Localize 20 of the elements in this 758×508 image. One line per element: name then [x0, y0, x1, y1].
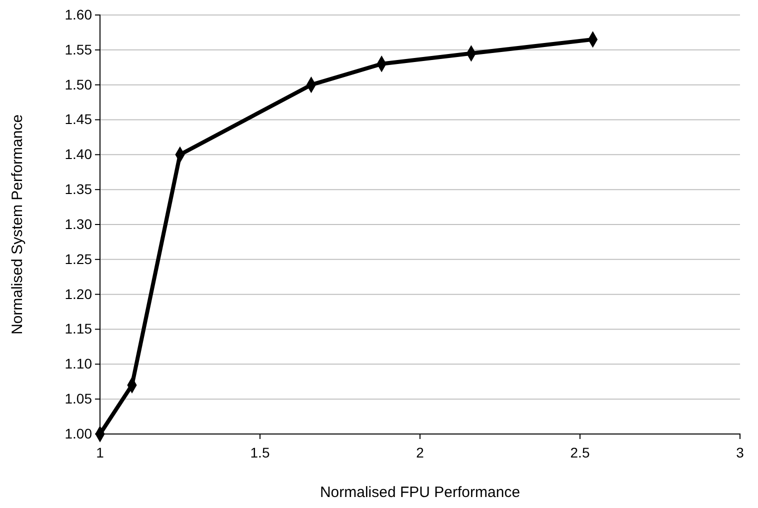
x-tick-label: 1	[96, 444, 104, 460]
y-tick-label: 1.35	[64, 181, 92, 198]
x-tick-label: 2	[416, 444, 424, 460]
y-tick-label: 1.50	[64, 76, 92, 92]
y-axis-title: Normalised System Performance	[9, 114, 26, 335]
y-tick-label: 1.30	[64, 216, 92, 232]
y-tick-label: 1.00	[64, 425, 92, 442]
y-tick-label: 1.60	[64, 6, 92, 22]
y-tick-label: 1.25	[64, 250, 92, 267]
y-tick-label: 1.20	[64, 286, 92, 302]
y-tick-label: 1.55	[64, 41, 92, 58]
y-tick-label: 1.40	[64, 146, 92, 162]
y-tick-label: 1.45	[64, 111, 92, 128]
x-tick-label: 1.5	[250, 444, 270, 460]
x-tick-label: 2.5	[570, 444, 590, 460]
x-axis-title: Normalised FPU Performance	[320, 484, 520, 501]
y-tick-label: 1.05	[64, 390, 92, 407]
y-tick-label: 1.10	[64, 356, 92, 372]
x-tick-label: 3	[736, 444, 744, 460]
y-tick-label: 1.15	[64, 320, 92, 337]
